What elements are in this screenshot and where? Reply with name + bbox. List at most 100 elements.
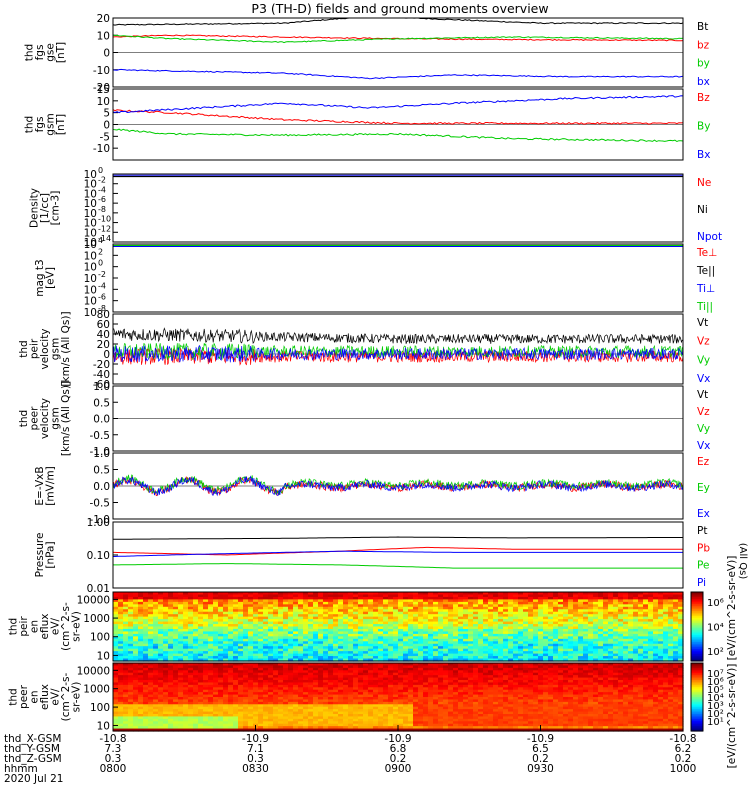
spectrogram-cell	[203, 667, 209, 671]
spectrogram-cell	[373, 672, 379, 676]
spectrogram-cell	[128, 601, 134, 605]
spectrogram-cell	[338, 638, 344, 642]
spectrogram-cell	[188, 599, 194, 603]
spectrogram-cell	[473, 651, 479, 655]
spectrogram-cell	[358, 636, 364, 640]
spectrogram-cell	[373, 641, 379, 645]
spectrogram-cell	[213, 692, 219, 696]
spectrogram-cell	[183, 614, 189, 618]
spectrogram-cell	[238, 697, 244, 701]
spectrogram-cell	[508, 611, 514, 615]
spectrogram-cell	[393, 616, 399, 620]
spectrogram-cell	[238, 701, 244, 705]
series-line-bx	[112, 95, 684, 114]
spectrogram-cell	[238, 692, 244, 696]
spectrogram-cell	[123, 638, 129, 642]
spectrogram-cell	[278, 616, 284, 620]
spectrogram-cell	[558, 631, 564, 635]
spectrogram-cell	[118, 641, 124, 645]
spectrogram-cell	[563, 651, 569, 655]
spectrogram-cell	[363, 636, 369, 640]
spectrogram-cell	[618, 621, 624, 625]
spectrogram-cell	[488, 641, 494, 645]
spectrogram-cell	[118, 694, 124, 698]
spectrogram-cell	[313, 624, 319, 628]
spectrogram-cell	[543, 651, 549, 655]
spectrogram-cell	[528, 653, 534, 657]
spectrogram-cell	[388, 646, 394, 650]
spectrogram-cell	[173, 636, 179, 640]
spectrogram-cell	[163, 648, 169, 652]
spectrogram-cell	[573, 653, 579, 657]
spectrogram-cell	[118, 721, 124, 725]
spectrogram-cell	[498, 653, 504, 657]
spectrogram-cell	[293, 697, 299, 701]
spectrogram-cell	[248, 628, 254, 633]
spectrogram-cell	[113, 714, 119, 718]
spectrogram-cell	[228, 728, 234, 732]
spectrogram-cell	[148, 682, 154, 686]
spectrogram-cell	[168, 726, 174, 730]
spectrogram-cell	[218, 631, 224, 635]
spectrogram-cell	[228, 646, 234, 650]
spectrogram-cell	[203, 626, 209, 630]
spectrogram-cell	[383, 628, 389, 633]
spectrogram-cell	[178, 604, 184, 608]
spectrogram-cell	[313, 631, 319, 635]
spectrogram-cell	[373, 716, 379, 720]
spectrogram-cell	[258, 718, 264, 722]
spectrogram-cell	[463, 626, 469, 630]
spectrogram-cell	[663, 621, 669, 625]
spectrogram-cell	[323, 697, 329, 701]
spectrogram-cell	[268, 687, 274, 691]
spectrogram-cell	[278, 680, 284, 684]
spectrogram-cell	[478, 631, 484, 635]
legend-bt: Bt	[697, 21, 708, 33]
spectrogram-cell	[273, 667, 279, 671]
spectrogram-cell	[573, 606, 579, 610]
spectrogram-cell	[153, 667, 159, 671]
spectrogram-cell	[423, 656, 429, 660]
spectrogram-cell	[288, 697, 294, 701]
spectrogram-cell	[113, 592, 119, 596]
spectrogram-cell	[433, 592, 439, 596]
spectrogram-cell	[278, 614, 284, 618]
spectrogram-cell	[118, 648, 124, 652]
spectrogram-cell	[268, 621, 274, 625]
spectrogram-cell	[128, 596, 134, 600]
y-axis-label: thd	[18, 410, 30, 427]
spectrogram-cell	[618, 658, 624, 662]
spectrogram-cell	[133, 616, 139, 620]
spectrogram-cell	[368, 596, 374, 600]
spectrogram-cell	[213, 606, 219, 610]
spectrogram-cell	[463, 628, 469, 633]
spectrogram-cell	[613, 636, 619, 640]
spectrogram-cell	[163, 626, 169, 630]
spectrogram-cell	[143, 665, 149, 669]
spectrogram-cell	[353, 714, 359, 718]
spectrogram-cell	[283, 594, 289, 598]
spectrogram-cell	[488, 592, 494, 596]
spectrogram-cell	[363, 638, 369, 642]
spectrogram-cell	[148, 723, 154, 727]
spectrogram-cell	[273, 628, 279, 633]
spectrogram-cell	[278, 631, 284, 635]
spectrogram-cell	[288, 723, 294, 727]
spectrogram-cell	[318, 680, 324, 684]
spectrogram-cell	[463, 616, 469, 620]
spectrogram-cell	[558, 628, 564, 633]
spectrogram-cell	[193, 723, 199, 727]
spectrogram-cell	[143, 604, 149, 608]
spectrogram-cell	[613, 611, 619, 615]
spectrogram-cell	[563, 648, 569, 652]
spectrogram-cell	[198, 663, 204, 667]
spectrogram-cell	[468, 599, 474, 603]
spectrogram-cell	[153, 670, 159, 674]
y-axis-label: [1/cc]	[39, 193, 51, 223]
y-axis-label: en	[29, 620, 41, 633]
spectrogram-cell	[513, 604, 519, 608]
spectrogram-cell	[283, 606, 289, 610]
spectrogram-cell	[673, 631, 679, 635]
spectrogram-cell	[258, 638, 264, 642]
spectrogram-cell	[298, 663, 304, 667]
